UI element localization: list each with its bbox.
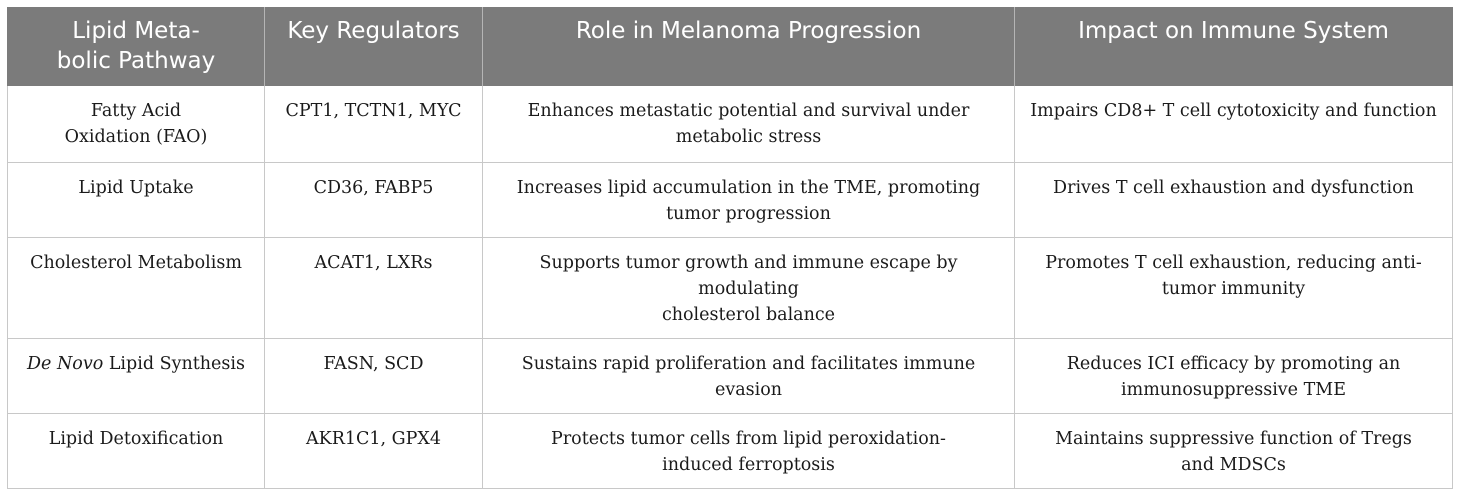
cell-pathway: Lipid Uptake [7, 162, 265, 238]
header-key-regulators: Key Regulators [264, 7, 483, 86]
pathway-italic-prefix: De Novo [27, 353, 104, 374]
cell-role: Enhances metastatic potential and surviv… [482, 86, 1015, 163]
pathway-suffix: Lipid Synthesis [103, 353, 245, 374]
cell-regulators: FASN, SCD [264, 338, 483, 414]
cell-pathway: Cholesterol Metabolism [7, 237, 265, 339]
table-row: Cholesterol Metabolism ACAT1, LXRs Suppo… [7, 237, 1453, 339]
table-body: Fatty Acid Oxidation (FAO) CPT1, TCTN1, … [7, 86, 1453, 489]
header-row: Lipid Meta- bolic Pathway Key Regulators… [7, 7, 1453, 86]
cell-pathway: Fatty Acid Oxidation (FAO) [7, 86, 265, 163]
cell-role: Supports tumor growth and immune escape … [482, 237, 1015, 339]
cell-impact: Promotes T cell exhaustion, reducing ant… [1014, 237, 1453, 339]
cell-role: Sustains rapid proliferation and facilit… [482, 338, 1015, 414]
cell-regulators: CPT1, TCTN1, MYC [264, 86, 483, 163]
table-row: Lipid Detoxification AKR1C1, GPX4 Protec… [7, 413, 1453, 489]
header-immune-impact: Impact on Immune System [1014, 7, 1453, 86]
cell-impact: Maintains suppressive function of Tregs … [1014, 413, 1453, 489]
cell-regulators: AKR1C1, GPX4 [264, 413, 483, 489]
cell-regulators: CD36, FABP5 [264, 162, 483, 238]
lipid-pathway-table-container: Lipid Meta- bolic Pathway Key Regulators… [7, 7, 1453, 489]
cell-pathway: De Novo Lipid Synthesis [7, 338, 265, 414]
cell-regulators: ACAT1, LXRs [264, 237, 483, 339]
table-header: Lipid Meta- bolic Pathway Key Regulators… [7, 7, 1453, 86]
cell-role: Protects tumor cells from lipid peroxida… [482, 413, 1015, 489]
lipid-pathway-table: Lipid Meta- bolic Pathway Key Regulators… [7, 7, 1453, 489]
cell-impact: Reduces ICI efficacy by promoting an imm… [1014, 338, 1453, 414]
cell-pathway: Lipid Detoxification [7, 413, 265, 489]
table-row: Fatty Acid Oxidation (FAO) CPT1, TCTN1, … [7, 86, 1453, 163]
cell-role: Increases lipid accumulation in the TME,… [482, 162, 1015, 238]
header-role-in-progression: Role in Melanoma Progression [482, 7, 1015, 86]
table-row: Lipid Uptake CD36, FABP5 Increases lipid… [7, 162, 1453, 238]
table-row: De Novo Lipid Synthesis FASN, SCD Sustai… [7, 338, 1453, 414]
cell-impact: Drives T cell exhaustion and dysfunction [1014, 162, 1453, 238]
cell-impact: Impairs CD8+ T cell cytotoxicity and fun… [1014, 86, 1453, 163]
header-pathway: Lipid Meta- bolic Pathway [7, 7, 265, 86]
